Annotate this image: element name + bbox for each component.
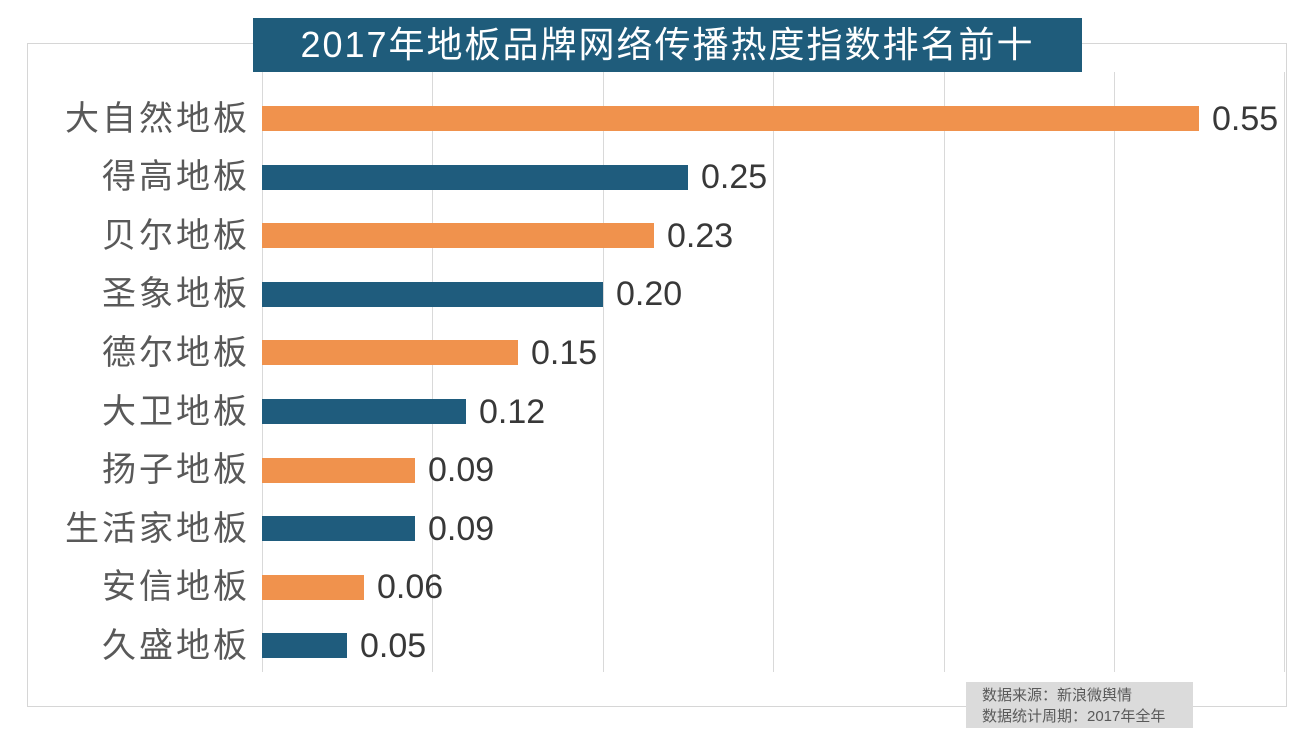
value-label: 0.05 [360,626,427,665]
chart-title: 2017年地板品牌网络传播热度指数排名前十 [253,18,1082,72]
category-label: 德尔地板 [102,333,250,372]
gridline [262,72,263,672]
bar [262,574,364,600]
value-label: 0.12 [479,392,546,431]
bar [262,106,1199,131]
category-label: 安信地板 [102,568,250,607]
gridline [773,72,774,672]
gridline [432,72,433,672]
category-label: 得高地板 [102,158,250,197]
bar [262,399,466,424]
value-label: 0.23 [667,216,734,255]
source-line: 数据来源：新浪微舆情 [982,687,1133,704]
bar [262,633,347,659]
bar [262,164,688,190]
category-label: 大卫地板 [102,392,250,431]
value-label: 0.06 [377,568,444,607]
value-label: 0.20 [616,275,683,314]
value-label: 0.09 [428,509,495,548]
category-label: 圣象地板 [102,275,250,314]
value-label: 0.55 [1212,99,1279,138]
value-label: 0.25 [701,158,768,197]
category-label: 贝尔地板 [102,216,250,255]
gridline [1284,72,1285,672]
value-label: 0.09 [428,451,495,490]
category-label: 生活家地板 [65,509,250,548]
bar [262,340,518,366]
bar [262,281,603,307]
category-label: 大自然地板 [65,99,250,138]
source-box: 数据来源：新浪微舆情 数据统计周期：2017年全年 [966,682,1193,728]
bar [262,223,654,249]
source-period-line: 数据统计周期：2017年全年 [982,708,1166,725]
gridline [603,72,604,672]
bar [262,516,415,542]
category-label: 久盛地板 [102,626,250,665]
bar [262,457,415,483]
gridline [1114,72,1115,672]
category-label: 扬子地板 [102,451,250,490]
chart-frame [27,43,1287,707]
value-label: 0.15 [531,333,598,372]
gridline [944,72,945,672]
